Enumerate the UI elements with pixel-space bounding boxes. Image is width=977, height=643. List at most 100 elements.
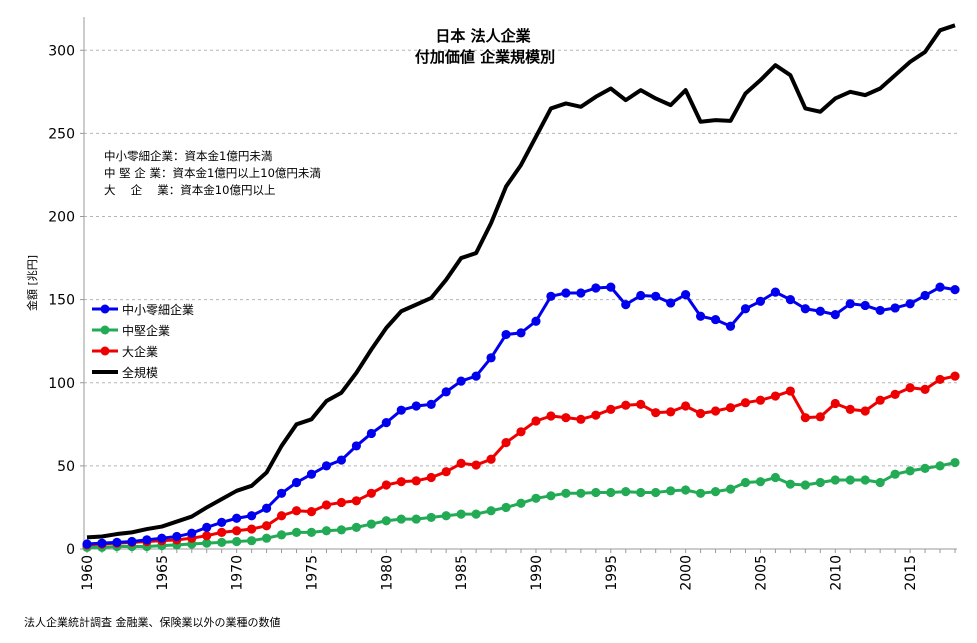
data-point	[232, 513, 242, 523]
data-point	[396, 405, 406, 415]
data-point	[830, 309, 840, 320]
data-point	[875, 395, 885, 405]
data-point	[905, 299, 915, 309]
definition-large: 大 企 業：資本金10億円以上	[104, 183, 275, 197]
data-point	[800, 304, 810, 314]
data-point	[935, 282, 945, 292]
data-point	[890, 389, 900, 399]
data-point	[681, 485, 691, 495]
data-point	[815, 477, 825, 488]
x-tick-label: 2010	[828, 555, 844, 591]
data-point	[770, 287, 781, 297]
data-point	[666, 298, 676, 308]
data-point	[142, 535, 152, 545]
data-point	[501, 502, 511, 513]
data-point	[875, 477, 885, 488]
series-group	[82, 371, 960, 550]
data-point	[291, 477, 302, 488]
data-point	[830, 398, 840, 409]
data-point	[621, 487, 631, 497]
data-point	[501, 438, 511, 448]
data-point	[396, 477, 406, 487]
data-point	[815, 306, 825, 316]
data-point	[681, 401, 691, 411]
y-axis-label: 金額 [兆円]	[25, 255, 39, 311]
data-point	[785, 295, 795, 305]
data-point	[486, 506, 496, 516]
x-tick-label: 2015	[903, 555, 919, 591]
data-point	[381, 480, 391, 490]
x-tick-label: 1970	[230, 555, 246, 591]
data-point	[800, 413, 810, 423]
data-point	[636, 399, 646, 409]
data-point	[845, 404, 855, 414]
data-point	[441, 511, 451, 521]
legend-swatch-marker	[100, 325, 110, 335]
data-point	[890, 469, 900, 479]
data-point	[636, 290, 646, 301]
data-point	[247, 511, 257, 521]
y-tick-label: 50	[57, 459, 75, 475]
data-point	[576, 288, 586, 298]
data-point	[636, 487, 646, 498]
data-point	[202, 531, 212, 541]
data-point	[411, 401, 421, 411]
data-point	[276, 530, 287, 540]
data-point	[381, 418, 391, 428]
data-point	[411, 514, 421, 524]
data-point	[366, 488, 376, 498]
data-point	[725, 403, 736, 413]
legend-label: 大企業	[122, 344, 158, 359]
data-point	[531, 316, 541, 326]
series-group	[86, 23, 956, 540]
data-point	[516, 328, 526, 338]
definition-mid: 中 堅 企 業：資本金1億円以上10億円未満	[104, 166, 321, 180]
data-point	[261, 503, 272, 513]
data-point	[261, 521, 272, 531]
y-tick-labels: 0 50 100 150 200 250 300	[48, 43, 84, 558]
data-point	[740, 398, 751, 408]
data-point	[695, 311, 706, 321]
x-tick-labels: 1960 1965 1970 1975 1980 1985 1990 1995 2000 2005…	[80, 549, 956, 591]
chart-title-line2: 付加価値 企業規模別	[415, 48, 555, 66]
data-point	[456, 509, 466, 519]
data-point	[232, 526, 242, 536]
data-point	[666, 407, 676, 417]
x-tick-label: 1960	[80, 555, 96, 591]
data-point	[710, 406, 721, 416]
legend-label: 全規模	[122, 365, 158, 380]
data-point	[755, 477, 766, 487]
legend-label: 中堅企業	[122, 323, 170, 338]
data-point	[202, 538, 212, 548]
data-point	[606, 487, 616, 498]
series-line	[86, 23, 956, 540]
data-point	[950, 371, 960, 381]
data-point	[351, 522, 361, 532]
x-tick-label: 2000	[679, 555, 695, 591]
data-point	[606, 282, 616, 292]
data-point	[321, 500, 332, 510]
data-point	[366, 519, 376, 529]
data-point	[516, 427, 526, 437]
data-point	[576, 488, 586, 498]
data-point	[291, 527, 302, 537]
data-point	[920, 384, 930, 394]
legend-label: 中小零細企業	[122, 302, 194, 317]
data-point	[276, 511, 287, 521]
data-point	[306, 506, 317, 517]
x-tick-label: 1985	[454, 555, 470, 591]
x-tick-label: 1990	[529, 555, 545, 591]
data-point	[217, 537, 227, 547]
data-point	[426, 472, 436, 483]
legend-swatch-marker	[100, 346, 110, 356]
x-tick-label: 2005	[753, 555, 769, 591]
y-tick-label: 100	[48, 376, 75, 392]
definition-notes: 中小零細企業：資本金1億円未満 中 堅 企 業：資本金1億円以上10億円未満 大…	[104, 149, 321, 197]
data-point	[621, 300, 631, 310]
data-point	[486, 454, 496, 464]
data-point	[441, 387, 451, 397]
data-point	[531, 493, 541, 503]
data-point	[770, 391, 781, 401]
data-point	[321, 461, 332, 471]
data-point	[621, 400, 631, 410]
